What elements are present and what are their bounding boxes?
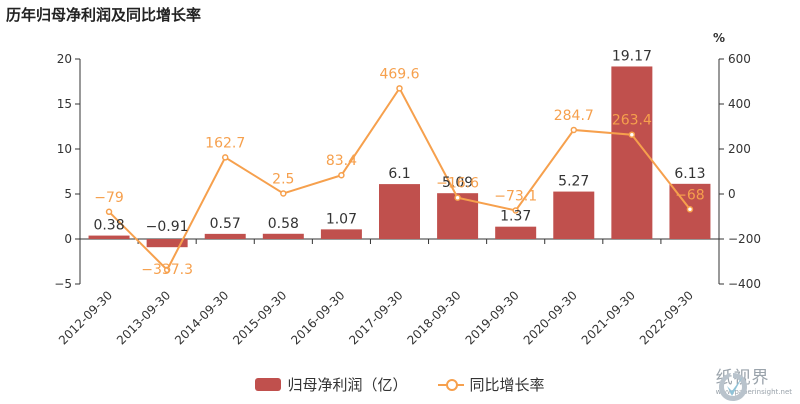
y-right-tick-label: 600	[728, 52, 751, 66]
growth-data-label: −73.1	[494, 188, 537, 204]
y-left-tick-label: 5	[64, 187, 72, 201]
bar-data-label: 19.17	[612, 48, 652, 64]
bar	[262, 233, 304, 239]
legend-item-growth[interactable]: 同比增长率	[437, 374, 545, 395]
growth-point	[105, 208, 113, 216]
bar-data-label: 6.13	[674, 166, 705, 182]
growth-point	[221, 154, 229, 161]
bar-data-label: 5.09	[442, 175, 473, 191]
x-tick-label: 2017-09-30	[346, 288, 405, 347]
bar	[379, 184, 420, 239]
x-tick-label: 2012-09-30	[56, 288, 115, 347]
y-right-tick-label: −400	[728, 277, 761, 291]
bar-data-label: 0.58	[268, 216, 299, 232]
growth-point	[570, 126, 578, 134]
growth-data-label: −337.3	[141, 262, 193, 278]
bar	[495, 226, 537, 239]
growth-point	[163, 266, 171, 274]
y-left-tick-label: 0	[64, 232, 72, 246]
growth-point	[454, 194, 461, 201]
x-tick-label: 2019-09-30	[463, 288, 522, 347]
x-tick-label: 2021-09-30	[579, 288, 638, 347]
y-right-tick-label: 400	[728, 97, 751, 111]
y-right-tick-label: 200	[728, 142, 751, 156]
bar-data-label: 5.27	[558, 174, 589, 190]
legend-line-swatch	[437, 378, 464, 391]
chart-title: 历年归母净利润及同比增长率	[6, 6, 202, 24]
y-left-tick-label: 10	[57, 142, 72, 156]
bar-data-label: −0.91	[146, 219, 189, 235]
bar-data-label: 1.07	[326, 211, 357, 227]
growth-point	[338, 171, 345, 179]
y-right-unit-label: %	[713, 31, 725, 45]
x-tick-label: 2020-09-30	[521, 288, 580, 347]
bar	[146, 239, 188, 248]
watermark-url: www.paperinsight.net	[715, 388, 792, 396]
x-tick-label: 2022-09-30	[637, 288, 696, 347]
legend: 归母净利润（亿） 同比增长率	[0, 372, 800, 396]
bar-data-label: 0.38	[93, 218, 124, 234]
growth-data-label: −79	[94, 190, 124, 206]
legend-label-profit: 归母净利润（亿）	[287, 375, 408, 394]
growth-data-label: 469.6	[379, 66, 419, 82]
x-tick-label: 2014-09-30	[172, 288, 231, 347]
bar-data-label: 1.37	[500, 209, 531, 225]
y-left-tick-label: −5	[54, 277, 72, 291]
growth-data-label: −68	[675, 187, 705, 203]
legend-label-growth: 同比增长率	[469, 375, 545, 394]
bar	[204, 233, 246, 239]
y-left-tick-label: 20	[57, 52, 72, 66]
y-left-tick-label: 15	[57, 97, 72, 111]
bar-data-label: 0.57	[210, 216, 241, 232]
watermark-logo-icon	[718, 373, 747, 401]
growth-data-label: 263.4	[612, 113, 652, 129]
growth-point	[280, 190, 287, 197]
y-right-tick-label: −200	[728, 232, 761, 246]
growth-data-label: 284.7	[554, 108, 594, 124]
legend-item-profit[interactable]: 归母净利润（亿）	[255, 374, 408, 395]
bar	[553, 191, 595, 239]
growth-point	[628, 131, 636, 138]
x-tick-label: 2016-09-30	[288, 288, 347, 347]
growth-data-label: −16.6	[436, 176, 479, 192]
growth-point	[512, 207, 519, 214]
growth-point	[396, 85, 403, 92]
growth-data-label: 162.7	[205, 135, 245, 151]
bar	[88, 235, 130, 239]
bar-data-label: 6.1	[388, 166, 410, 182]
y-right-tick-label: 0	[728, 187, 736, 201]
x-tick-label: 2015-09-30	[230, 288, 289, 347]
bar	[320, 229, 362, 239]
growth-data-label: 83.4	[326, 153, 357, 169]
watermark: 纸视界 www.paperinsight.net	[715, 370, 792, 401]
legend-bar-swatch	[255, 377, 282, 391]
growth-data-label: 2.5	[272, 171, 294, 187]
x-tick-label: 2013-09-30	[114, 288, 173, 347]
x-tick-label: 2018-09-30	[404, 288, 463, 347]
growth-point	[686, 206, 694, 213]
